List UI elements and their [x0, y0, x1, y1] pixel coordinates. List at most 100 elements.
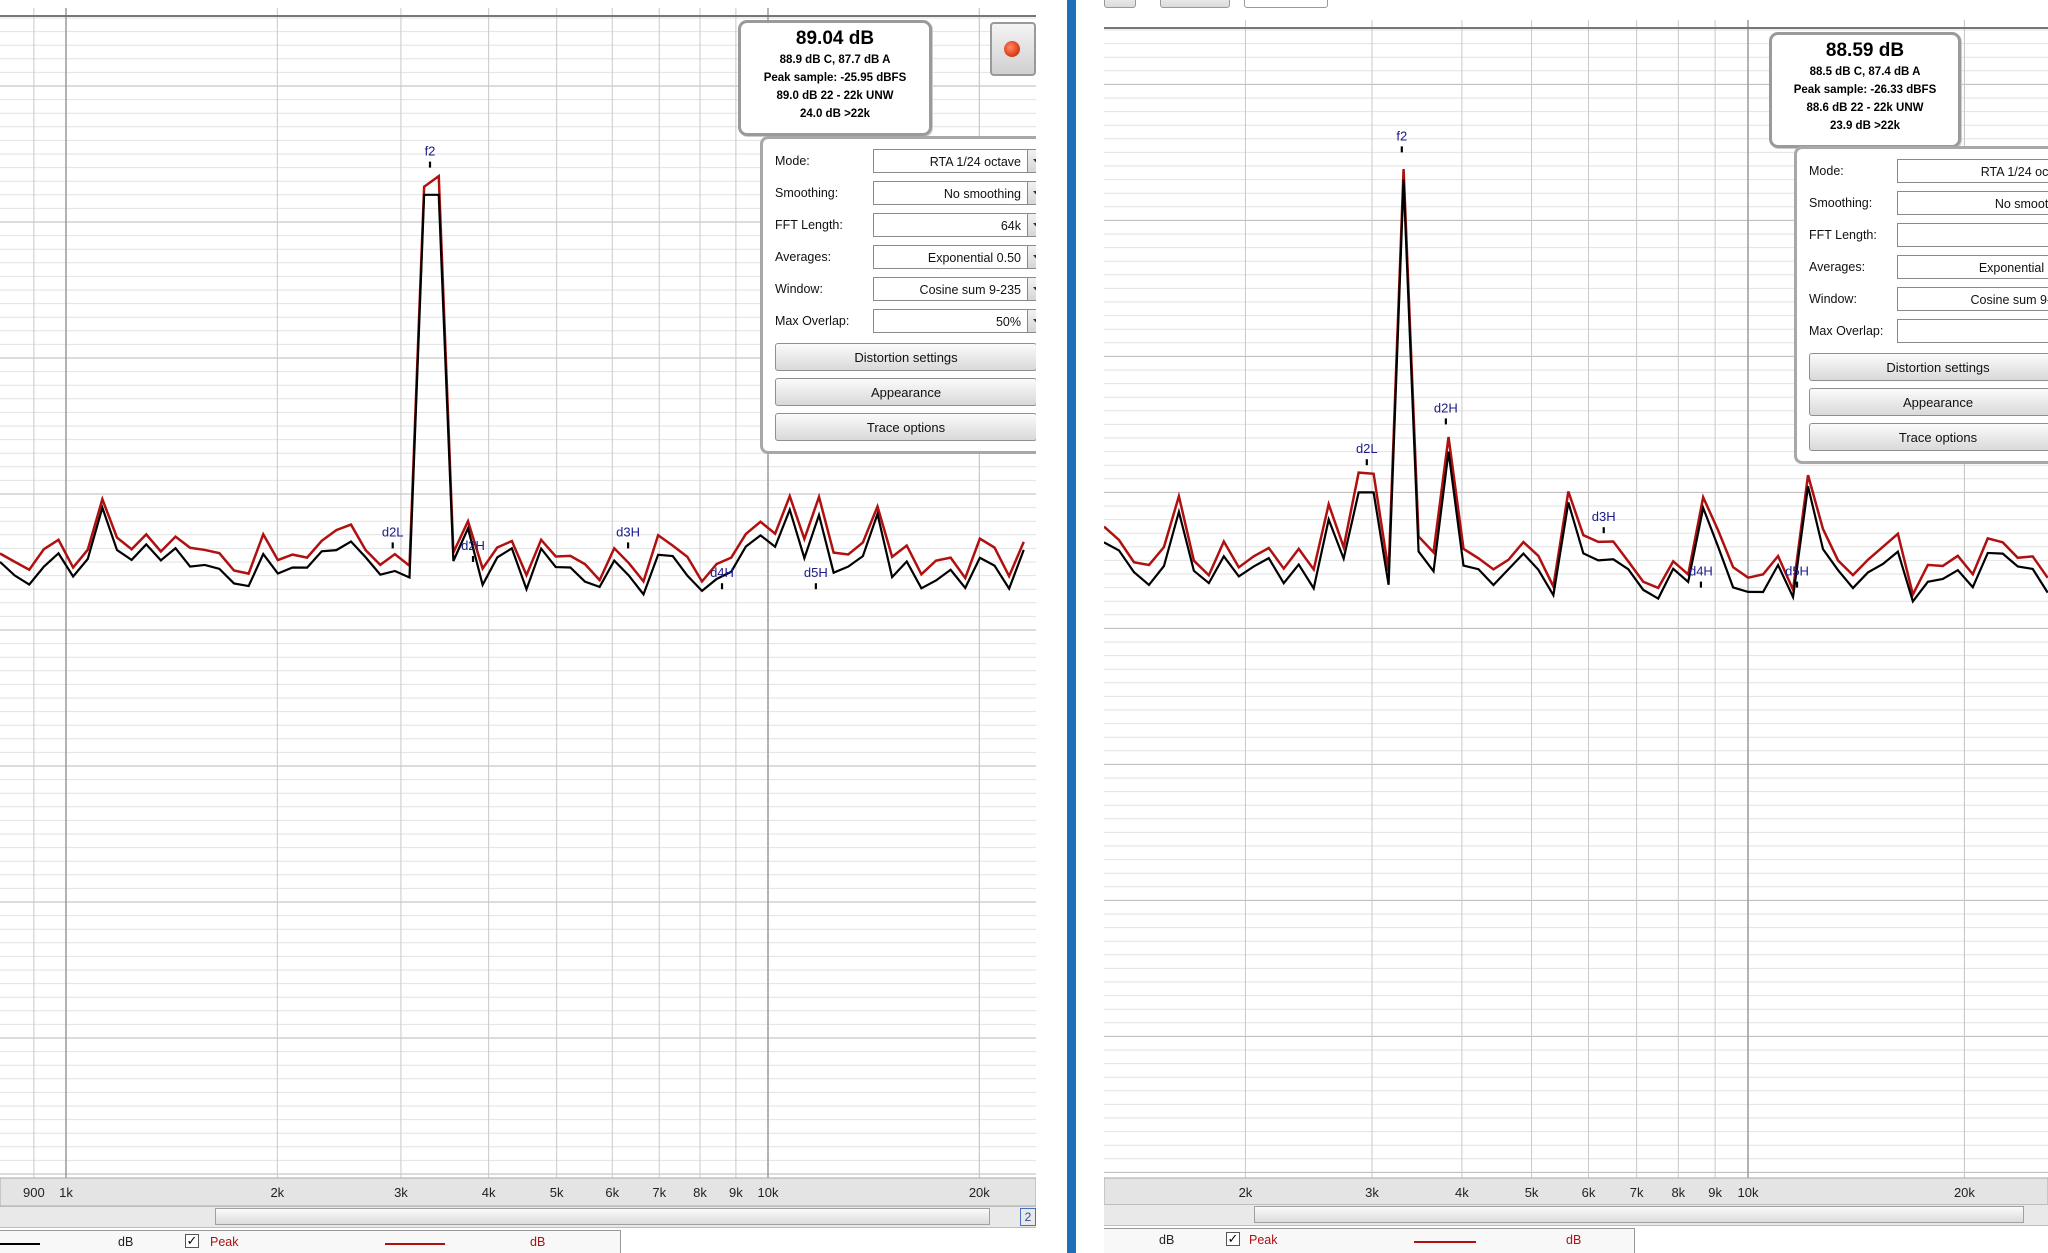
- freq-tick-label: 7k: [1630, 1185, 1644, 1200]
- right-frequency-scrollbar[interactable]: [1104, 1204, 2048, 1226]
- freq-tick-label: 3k: [394, 1185, 408, 1200]
- freq-tick-label: 9k: [1708, 1185, 1722, 1200]
- chevron-down-icon[interactable]: [1028, 277, 1036, 301]
- right-rta-controls: Mode: RTA 1/24 octav Smoothing: No smoothi…: [1794, 146, 2048, 464]
- record-button[interactable]: [990, 22, 1036, 76]
- fft-length-label: FFT Length:: [775, 218, 843, 232]
- legend-unit: dB: [530, 1235, 546, 1249]
- scroll-thumb[interactable]: [215, 1208, 990, 1225]
- freq-tick-label: 2k: [1239, 1185, 1253, 1200]
- distortion-marker-f2: f2: [1396, 128, 1407, 143]
- peak-checkbox[interactable]: ✓: [185, 1233, 199, 1248]
- appearance-button[interactable]: Appearance: [1809, 388, 2048, 416]
- fft-length-select[interactable]: 64k: [873, 213, 1028, 237]
- max-overlap-label: Max Overlap:: [775, 314, 850, 328]
- freq-tick-label: 4k: [1455, 1185, 1469, 1200]
- mode-select[interactable]: RTA 1/24 octave: [873, 149, 1028, 173]
- freq-tick-label: 10k: [1738, 1185, 1759, 1200]
- toolbar-field[interactable]: [1244, 0, 1328, 8]
- legend-unit: dB: [118, 1235, 134, 1249]
- max-overlap-label: Max Overlap:: [1809, 324, 1884, 338]
- freq-tick-label: 4k: [482, 1185, 496, 1200]
- fft-length-select[interactable]: 64: [1897, 223, 2048, 247]
- distortion-marker-f2: f2: [425, 144, 436, 159]
- rta-trace: [1104, 179, 2048, 604]
- trace-options-button[interactable]: Trace options: [775, 413, 1036, 441]
- spl-weighted-reading: 88.5 dB C, 87.4 dB A: [1809, 66, 1921, 78]
- appearance-button[interactable]: Appearance: [775, 378, 1036, 406]
- chevron-down-icon[interactable]: [1028, 181, 1036, 205]
- peak-checkbox[interactable]: ✓: [1226, 1231, 1240, 1246]
- max-overlap-select[interactable]: 50%: [873, 309, 1028, 333]
- window-select[interactable]: Cosine sum 9-235: [873, 277, 1028, 301]
- window-select[interactable]: Cosine sum 9-23: [1897, 287, 2048, 311]
- smoothing-label: Smoothing:: [1809, 196, 1873, 210]
- mode-select[interactable]: RTA 1/24 octav: [1897, 159, 2048, 183]
- left-rta-controls: Mode: RTA 1/24 octave Smoothing: No smooth…: [760, 136, 1036, 454]
- distortion-marker-d4H: d4H: [1689, 564, 1713, 579]
- freq-tick-label: 9k: [729, 1185, 743, 1200]
- page-indicator[interactable]: 2: [1020, 1208, 1036, 1226]
- spl-unweighted-reading: 89.0 dB 22 - 22k UNW: [776, 90, 894, 102]
- right-spl-meter: 88.59 dB 88.5 dB C, 87.4 dB A Peak sampl…: [1769, 32, 1961, 148]
- chevron-down-icon[interactable]: [1028, 245, 1036, 269]
- right-spectrum-graph[interactable]: 4005006007009001k2k3k4k5k6k7k8k9k10k20kf…: [1104, 0, 2048, 1253]
- mode-label: Mode:: [775, 154, 810, 168]
- distortion-marker-d2L: d2L: [1356, 441, 1378, 456]
- freq-tick-label: 20k: [969, 1185, 990, 1200]
- averages-label: Averages:: [1809, 260, 1866, 274]
- freq-tick-label: 3k: [1365, 1185, 1379, 1200]
- smoothing-select[interactable]: No smoothin: [1897, 191, 2048, 215]
- freq-tick-label: 8k: [1671, 1185, 1685, 1200]
- distortion-marker-d2L: d2L: [382, 524, 404, 539]
- legend-unit: dB: [1566, 1233, 1582, 1247]
- spl-above-band-reading: 24.0 dB >22k: [799, 108, 870, 120]
- window-label: Window:: [775, 282, 823, 296]
- chevron-down-icon[interactable]: [1028, 149, 1036, 173]
- smoothing-select[interactable]: No smoothing: [873, 181, 1028, 205]
- smoothing-label: Smoothing:: [775, 186, 839, 200]
- trace-options-button[interactable]: Trace options: [1809, 423, 2048, 451]
- distortion-marker-d4H: d4H: [710, 565, 734, 580]
- distortion-marker-d3H: d3H: [616, 524, 640, 539]
- spl-peak-sample: Peak sample: -26.33 dBFS: [1793, 84, 1937, 96]
- distortion-settings-button[interactable]: Distortion settings: [1809, 353, 2048, 381]
- freq-tick-label: 6k: [605, 1185, 619, 1200]
- legend-peak-label: Peak: [1249, 1233, 1278, 1247]
- trace-swatch: [0, 1243, 40, 1245]
- rta-trace: [0, 193, 1025, 597]
- peak-trace-swatch: [385, 1243, 445, 1245]
- toolbar-button[interactable]: [1160, 0, 1230, 8]
- distortion-marker-d3H: d3H: [1592, 509, 1616, 524]
- scroll-thumb[interactable]: [1254, 1206, 2024, 1223]
- record-icon: [1004, 41, 1020, 57]
- peak-trace: [1104, 169, 2048, 599]
- freq-tick-label: 1k: [59, 1185, 73, 1200]
- averages-select[interactable]: Exponential 0.50: [873, 245, 1028, 269]
- legend-unit: dB: [1159, 1233, 1175, 1247]
- averages-select[interactable]: Exponential 0.5: [1897, 255, 2048, 279]
- left-spl-meter: 89.04 dB 88.9 dB C, 87.7 dB A Peak sampl…: [738, 20, 932, 136]
- left-frequency-scrollbar[interactable]: [0, 1206, 1036, 1228]
- distortion-marker-d5H: d5H: [804, 565, 828, 580]
- max-overlap-select[interactable]: 50: [1897, 319, 2048, 343]
- distortion-settings-button[interactable]: Distortion settings: [775, 343, 1036, 371]
- right-trace-legend: dB ✓ Peak dB: [1104, 1228, 1635, 1253]
- peak-trace-swatch: [1414, 1241, 1476, 1243]
- peak-trace: [0, 173, 1025, 584]
- left-trace-legend: dB ✓ Peak dB: [0, 1230, 621, 1253]
- toolbar-button[interactable]: [1104, 0, 1136, 8]
- distortion-marker-d2H: d2H: [461, 538, 485, 553]
- freq-tick-label: 8k: [693, 1185, 707, 1200]
- spl-weighted-reading: 88.9 dB C, 87.7 dB A: [779, 54, 891, 66]
- spl-above-band-reading: 23.9 dB >22k: [1829, 120, 1900, 132]
- freq-tick-label: 5k: [1525, 1185, 1539, 1200]
- right-rta-window: 4005006007009001k2k3k4k5k6k7k8k9k10k20kf…: [1104, 0, 2048, 1253]
- spl-peak-sample: Peak sample: -25.95 dBFS: [763, 72, 907, 84]
- legend-peak-label: Peak: [210, 1235, 239, 1249]
- chevron-down-icon[interactable]: [1028, 213, 1036, 237]
- left-rta-window: 3004005006007009001k2k3k4k5k6k7k8k9k10k2…: [0, 8, 1036, 1253]
- chevron-down-icon[interactable]: [1028, 309, 1036, 333]
- spl-unweighted-reading: 88.6 dB 22 - 22k UNW: [1806, 102, 1924, 114]
- freq-tick-label: 7k: [652, 1185, 666, 1200]
